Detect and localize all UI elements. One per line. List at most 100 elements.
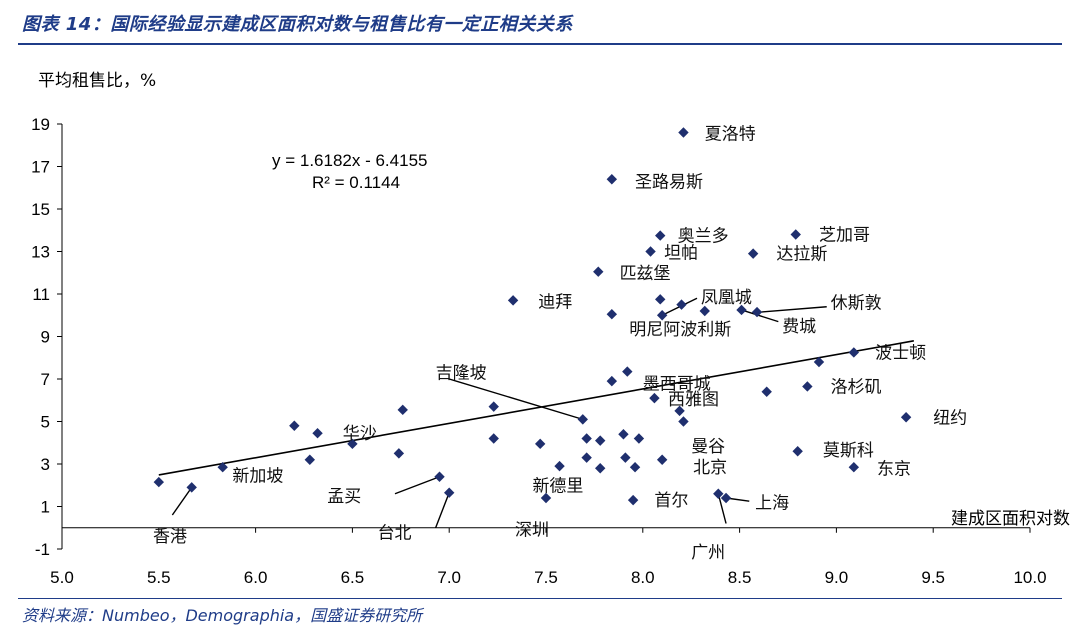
data-point xyxy=(629,461,641,473)
figure-title: 图表 14：国际经验显示建成区面积对数与租售比有一定正相关关系 xyxy=(22,14,573,35)
data-point xyxy=(606,308,618,320)
city-label: 上海 xyxy=(755,493,789,513)
y-tick-label: 13 xyxy=(31,243,50,262)
data-point xyxy=(397,404,408,416)
data-point xyxy=(593,266,604,277)
city-label: 吉隆坡 xyxy=(436,364,487,384)
data-point xyxy=(699,305,710,317)
data-point xyxy=(153,476,164,488)
data-point xyxy=(581,452,592,463)
city-label: 莫斯科 xyxy=(823,441,874,461)
city-label: 曼谷 xyxy=(691,437,725,457)
y-tick-label: 3 xyxy=(41,455,50,474)
city-label: 台北 xyxy=(378,523,412,543)
data-point xyxy=(720,492,732,504)
data-point xyxy=(848,347,860,358)
data-point xyxy=(751,306,763,318)
data-point xyxy=(554,460,565,472)
data-point xyxy=(645,246,656,257)
x-tick-label: 9.5 xyxy=(921,568,945,587)
data-point xyxy=(792,446,803,457)
data-point xyxy=(656,310,668,321)
y-tick-label: 9 xyxy=(41,328,50,347)
y-tick-label: 17 xyxy=(31,158,50,177)
data-point xyxy=(633,433,645,444)
city-label: 深圳 xyxy=(515,520,549,540)
x-tick-label: 6.0 xyxy=(244,568,268,587)
data-point xyxy=(577,414,588,425)
city-label: 匹兹堡 xyxy=(620,264,671,284)
city-label: 波士顿 xyxy=(875,343,926,363)
data-point xyxy=(655,230,666,241)
x-tick-label: 7.5 xyxy=(534,568,558,587)
data-point xyxy=(900,412,912,423)
data-point xyxy=(488,433,499,444)
city-label: 芝加哥 xyxy=(819,226,870,246)
city-label: 坦帕 xyxy=(664,244,698,264)
data-point xyxy=(488,401,499,412)
city-label: 香港 xyxy=(153,527,187,547)
city-label: 孟买 xyxy=(327,487,361,507)
city-label: 圣路易斯 xyxy=(635,172,703,192)
city-label: 奥兰多 xyxy=(678,227,729,247)
leader-line xyxy=(741,309,779,323)
x-tick-label: 7.0 xyxy=(437,568,461,587)
trendline-group xyxy=(158,340,914,476)
leader-line xyxy=(717,493,727,524)
city-label: 达拉斯 xyxy=(776,245,827,265)
data-point xyxy=(393,448,405,459)
data-point xyxy=(674,405,685,417)
city-label: 西雅图 xyxy=(668,390,719,410)
data-point xyxy=(622,366,633,377)
data-point xyxy=(534,438,546,450)
data-point xyxy=(676,299,687,310)
leader-line xyxy=(434,492,450,529)
data-point xyxy=(186,482,197,493)
data-point xyxy=(813,356,825,368)
data-point xyxy=(678,416,689,427)
data-point xyxy=(620,452,631,463)
data-point xyxy=(655,294,666,305)
data-point xyxy=(761,386,772,397)
city-label: 迪拜 xyxy=(538,292,572,312)
data-point xyxy=(736,304,747,316)
data-point xyxy=(540,492,552,504)
trendline xyxy=(158,340,914,476)
data-point xyxy=(618,429,629,440)
data-points xyxy=(153,127,912,506)
city-label: 费城 xyxy=(782,317,816,337)
leader-line xyxy=(394,476,440,495)
data-point xyxy=(606,375,618,387)
x-tick-label: 6.5 xyxy=(341,568,365,587)
leader-line xyxy=(448,378,583,421)
y-tick-label: 7 xyxy=(41,370,50,389)
data-point xyxy=(434,471,445,482)
data-point xyxy=(790,229,801,240)
source-divider xyxy=(18,598,1062,599)
data-point xyxy=(444,487,455,498)
city-label: 首尔 xyxy=(654,491,688,511)
y-tick-label: 15 xyxy=(31,200,50,219)
city-label: 北京 xyxy=(693,458,727,478)
x-tick-label: 8.0 xyxy=(631,568,655,587)
trend-r2: R² = 0.1144 xyxy=(312,173,400,192)
city-label: 新加坡 xyxy=(232,467,283,487)
data-point xyxy=(289,420,300,431)
x-tick-label: 8.5 xyxy=(728,568,752,587)
trend-equation: y = 1.6182x - 6.4155 xyxy=(272,151,427,170)
x-axis-label: 建成区面积对数 xyxy=(951,509,1070,529)
city-label: 墨西哥城 xyxy=(643,374,711,394)
y-tick-label: 19 xyxy=(31,115,50,134)
city-label: 夏洛特 xyxy=(705,125,756,145)
city-label: 纽约 xyxy=(933,408,967,428)
x-tick-label: 5.5 xyxy=(147,568,171,587)
data-point xyxy=(595,463,606,474)
city-label: 东京 xyxy=(877,459,911,479)
city-label: 凤凰城 xyxy=(701,288,752,308)
y-tick-label: 1 xyxy=(41,498,50,517)
data-point xyxy=(713,488,724,499)
y-tick-label: 11 xyxy=(32,285,50,304)
title-divider xyxy=(18,43,1062,45)
